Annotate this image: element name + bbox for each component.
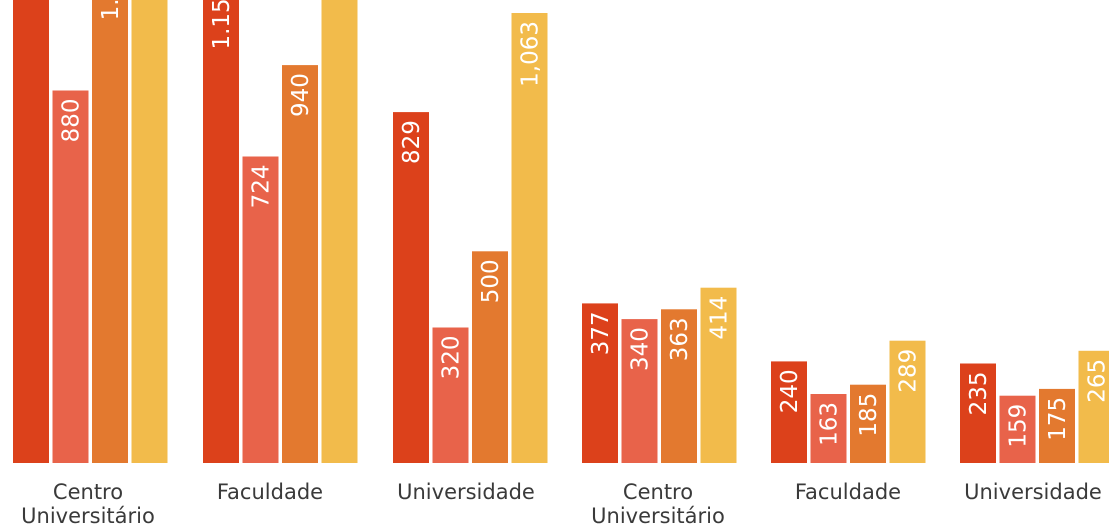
bar-value-label: 880 (59, 99, 85, 143)
bar (850, 384, 886, 463)
bar-value-label: 500 (478, 259, 504, 303)
bar-value-label: 235 (966, 372, 992, 416)
bar-group: 240 163 185 289 (771, 340, 926, 463)
bar-value-label: 340 (628, 327, 654, 371)
bar (1039, 388, 1075, 463)
bar (1078, 350, 1109, 463)
bar (511, 13, 548, 463)
bar (621, 319, 658, 463)
bar-value-label: 163 (817, 402, 843, 446)
bar-value-label: 377 (588, 311, 614, 355)
bar-value-label: 289 (896, 349, 922, 393)
bar-value-label: 724 (249, 165, 275, 209)
bar-value-label: 1,063 (518, 21, 544, 87)
bar (203, 0, 239, 463)
category-label: Universitário (21, 504, 155, 526)
bar-group: 1.1517249401.398 (203, 0, 358, 463)
bar (52, 90, 89, 463)
bar-value-label: 185 (856, 393, 882, 437)
bar-value-label: 1.151 (209, 0, 235, 50)
bar-group: 829 320 500 1,063 (393, 13, 548, 463)
bar (661, 309, 697, 463)
bar (810, 394, 847, 463)
bar-value-label: 1.220 (98, 0, 124, 20)
bar (92, 0, 128, 463)
bar (700, 287, 737, 463)
bar (999, 395, 1036, 463)
bar (960, 363, 996, 463)
bar-value-label: 940 (288, 73, 314, 117)
bar (432, 327, 469, 463)
bar-group: 377 340 363 414 (582, 287, 737, 463)
bar-value-label: 320 (439, 336, 465, 380)
category-label: Universidade (964, 480, 1102, 504)
bar (889, 340, 926, 463)
bar (771, 361, 807, 463)
bar (321, 0, 358, 463)
bar (393, 112, 429, 463)
bar (472, 251, 508, 463)
bar-value-label: 159 (1006, 404, 1032, 448)
bar-value-label: 265 (1085, 359, 1109, 403)
bar-value-label: 414 (707, 296, 733, 340)
category-label: Faculdade (217, 480, 323, 504)
bar (13, 0, 49, 464)
bar (131, 0, 168, 463)
bar-group: 235 159 175 265 (960, 350, 1109, 463)
bar-value-label: 363 (667, 317, 693, 361)
category-label: Centro (53, 480, 123, 504)
bar-group: 1.3918801.220.626 (13, 0, 168, 464)
category-label: Centro (623, 480, 693, 504)
bar (242, 156, 279, 463)
bar-value-label: 175 (1045, 397, 1071, 441)
category-label: Universidade (397, 480, 535, 504)
bar (282, 65, 318, 463)
bar-value-label: 829 (399, 120, 425, 164)
bar (582, 303, 618, 463)
bar-value-label: 240 (777, 369, 803, 413)
category-label: Universitário (591, 504, 725, 526)
category-label: Faculdade (795, 480, 901, 504)
